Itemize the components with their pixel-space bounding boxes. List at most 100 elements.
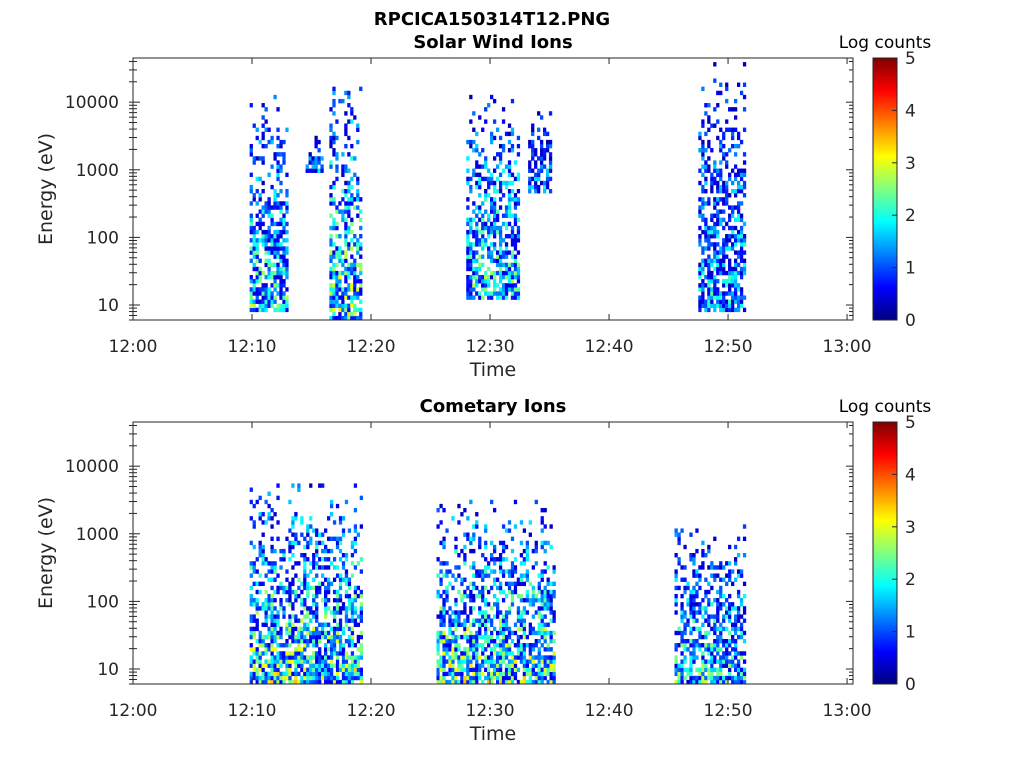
heatmap-cell <box>540 655 544 660</box>
heatmap-cell <box>484 667 488 673</box>
heatmap-cell <box>341 270 345 276</box>
heatmap-cell <box>442 671 446 677</box>
heatmap-cell <box>493 119 497 124</box>
heatmap-cell <box>722 135 726 141</box>
heatmap-cell <box>442 634 446 640</box>
heatmap-cell <box>466 139 470 145</box>
heatmap-cell <box>525 589 530 595</box>
heatmap-cell <box>728 593 732 599</box>
heatmap-cell <box>276 127 280 132</box>
heatmap-cell <box>692 618 696 623</box>
heatmap-cell <box>264 520 268 525</box>
heatmap-cell <box>285 626 289 632</box>
heatmap-cell <box>466 634 470 640</box>
heatmap-cell <box>312 651 316 656</box>
heatmap-cell <box>338 283 342 288</box>
heatmap-cell <box>285 307 289 313</box>
heatmap-cell <box>448 614 452 619</box>
heatmap-cell <box>713 675 717 681</box>
heatmap-cell <box>353 274 357 280</box>
heatmap-cell <box>264 246 268 251</box>
heatmap-cell <box>469 274 473 280</box>
heatmap-cell <box>742 221 747 227</box>
heatmap-cell <box>297 651 301 656</box>
heatmap-cell <box>285 205 289 210</box>
heatmap-cell <box>303 577 307 582</box>
heatmap-cell <box>324 606 328 611</box>
heatmap-cell <box>516 651 521 656</box>
heatmap-cell <box>249 291 253 296</box>
heatmap-cell <box>731 679 735 685</box>
heatmap-cell <box>552 618 556 623</box>
heatmap-cell <box>451 638 455 644</box>
heatmap-cell <box>513 221 518 227</box>
heatmap-cell <box>300 532 304 537</box>
heatmap-cell <box>315 561 319 566</box>
heatmap-cell <box>736 634 741 640</box>
heatmap-cell <box>350 283 354 288</box>
heatmap-cell <box>478 115 482 120</box>
heatmap-cell <box>674 630 678 636</box>
heatmap-cell <box>719 197 723 202</box>
heatmap-cell <box>463 630 467 636</box>
heatmap-cell <box>249 143 253 149</box>
heatmap-cell <box>318 651 322 656</box>
heatmap-cell <box>525 573 530 578</box>
heatmap-cell <box>252 651 256 656</box>
heatmap-cell <box>276 229 280 235</box>
heatmap-cell <box>716 270 720 276</box>
heatmap-cell <box>498 647 503 652</box>
heatmap-cell <box>546 589 550 595</box>
heatmap-cell <box>701 283 705 288</box>
heatmap-cell <box>436 589 440 595</box>
heatmap-cell <box>329 610 334 615</box>
heatmap-cell <box>484 659 488 664</box>
heatmap-cell <box>356 205 360 210</box>
burst-5 <box>698 62 747 313</box>
heatmap-cell <box>442 507 446 513</box>
heatmap-cell <box>332 250 336 255</box>
heatmap-cell <box>731 659 735 664</box>
heatmap-cell <box>481 589 485 595</box>
heatmap-cell <box>534 643 538 648</box>
heatmap-cell <box>487 618 491 623</box>
heatmap-cell <box>326 581 331 587</box>
heatmap-cell <box>713 614 717 619</box>
heatmap-cell <box>279 168 283 173</box>
heatmap-cell <box>309 663 313 668</box>
heatmap-cell <box>525 667 530 673</box>
heatmap-cell <box>507 528 512 533</box>
heatmap-cell <box>255 675 259 681</box>
heatmap-cell <box>707 258 711 263</box>
heatmap-cell <box>704 553 708 558</box>
heatmap-cell <box>442 602 446 607</box>
heatmap-cell <box>504 622 509 627</box>
heatmap-cell <box>695 569 699 574</box>
heatmap-cell <box>719 675 723 681</box>
heatmap-cell <box>719 139 723 145</box>
heatmap-cell <box>285 295 289 300</box>
heatmap-cell <box>701 143 705 149</box>
heatmap-cell <box>451 663 455 668</box>
heatmap-cell <box>463 667 467 673</box>
heatmap-cell <box>285 246 289 251</box>
heatmap-cell <box>722 143 726 149</box>
heatmap-cell <box>540 573 544 578</box>
heatmap-cell <box>739 299 744 304</box>
heatmap-cell <box>513 205 518 210</box>
heatmap-cell <box>347 606 352 611</box>
heatmap-cell <box>300 598 304 603</box>
heatmap-cell <box>270 544 274 550</box>
heatmap-cell <box>487 589 491 595</box>
heatmap-cell <box>258 638 262 644</box>
heatmap-cell <box>507 283 512 288</box>
heatmap-cell <box>710 647 714 652</box>
heatmap-cell <box>507 164 512 169</box>
heatmap-cell <box>270 647 274 652</box>
heatmap-cell <box>350 176 354 182</box>
heatmap-cell <box>540 540 544 546</box>
heatmap-cell <box>478 634 482 640</box>
heatmap-cell <box>267 287 271 292</box>
heatmap-cell <box>701 548 705 554</box>
heatmap-cell <box>677 679 681 685</box>
